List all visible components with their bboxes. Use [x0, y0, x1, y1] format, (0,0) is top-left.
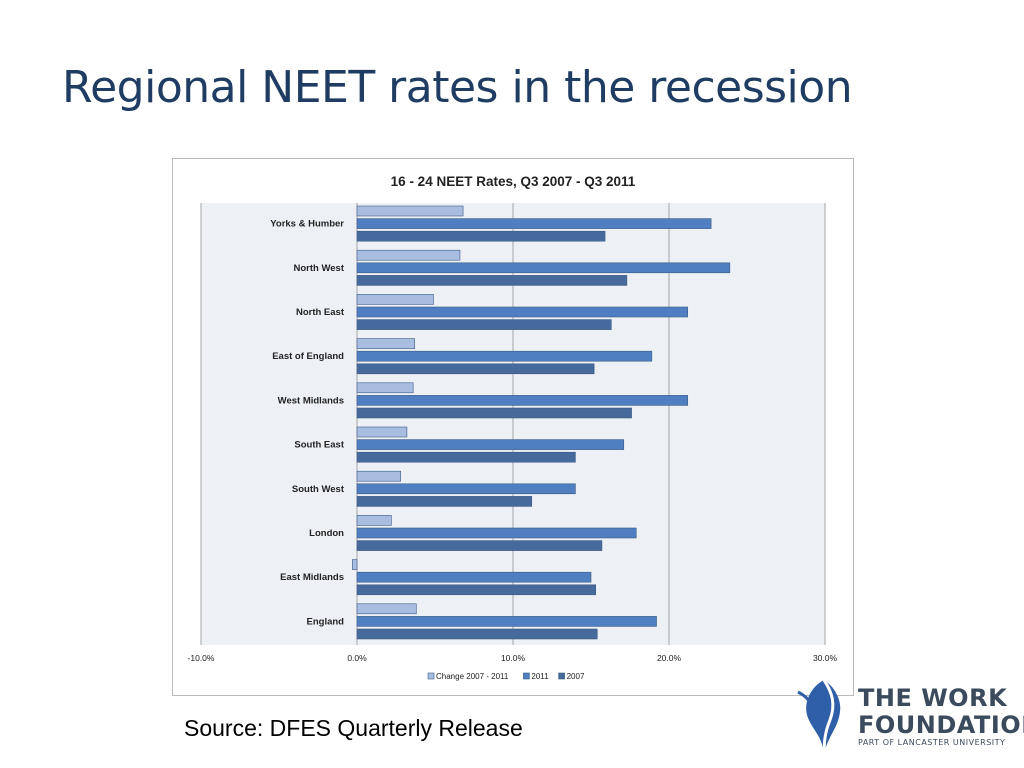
bar [356, 451, 576, 463]
bar [356, 426, 408, 438]
bar [356, 350, 653, 362]
bar [356, 294, 434, 305]
slide-title: Regional NEET rates in the recession [62, 62, 853, 113]
category-label: North East [296, 307, 345, 318]
bar [356, 628, 598, 640]
bar [356, 571, 592, 583]
legend-swatch [427, 672, 435, 680]
bar [356, 218, 712, 229]
category-label: London [309, 528, 344, 539]
bar [356, 306, 689, 318]
work-foundation-logo: THE WORK FOUNDATION PART OF LANCASTER UN… [794, 672, 1024, 756]
bar [356, 230, 606, 242]
category-label: Yorks & Humber [270, 219, 344, 230]
category-label: East of England [272, 351, 344, 362]
x-tick-label: 0.0% [347, 653, 367, 663]
category-label: South East [294, 440, 344, 451]
bar [356, 382, 414, 394]
logo-text-line3: PART OF LANCASTER UNIVERSITY [858, 738, 1006, 747]
bar [356, 603, 417, 615]
bar [356, 616, 657, 627]
x-tick-label: 20.0% [657, 653, 682, 663]
category-label: North West [294, 263, 345, 274]
bar [356, 205, 464, 217]
bar [356, 363, 595, 375]
chart-container: 16 - 24 NEET Rates, Q3 2007 - Q3 2011 -10… [172, 158, 854, 696]
category-label: West Midlands [278, 395, 344, 406]
neet-bar-chart: 16 - 24 NEET Rates, Q3 2007 - Q3 2011 -10… [188, 174, 838, 681]
category-label: South West [292, 484, 345, 495]
logo-text-line2: FOUNDATION [858, 711, 1024, 739]
source-note: Source: DFES Quarterly Release [184, 715, 523, 741]
bar [356, 439, 625, 450]
bar [352, 559, 358, 570]
bar [356, 527, 637, 539]
legend-label: 2011 [531, 672, 549, 681]
bar [356, 319, 612, 330]
bar [356, 395, 689, 406]
legend-label: Change 2007 - 2011 [436, 672, 509, 681]
legend-swatch [523, 672, 530, 680]
category-label: East Midlands [280, 572, 344, 583]
logo-text-line1: THE WORK [858, 684, 1008, 712]
bar [356, 275, 628, 286]
bar [356, 540, 603, 551]
bar [356, 584, 596, 596]
chart-title: 16 - 24 NEET Rates, Q3 2007 - Q3 2011 [391, 174, 636, 189]
bar [356, 483, 576, 495]
bar [356, 338, 416, 349]
bar [356, 515, 392, 526]
flame-logo-icon [797, 679, 841, 755]
legend-label: 2007 [567, 672, 585, 681]
x-tick-label: 10.0% [501, 653, 526, 663]
bar [356, 496, 533, 507]
legend-swatch [558, 672, 565, 680]
bar [356, 262, 731, 274]
bar [356, 249, 461, 261]
bar [356, 407, 632, 419]
bar [356, 470, 401, 482]
x-tick-label: -10.0% [188, 653, 215, 663]
category-label: England [307, 616, 345, 627]
x-tick-label: 30.0% [813, 653, 838, 663]
